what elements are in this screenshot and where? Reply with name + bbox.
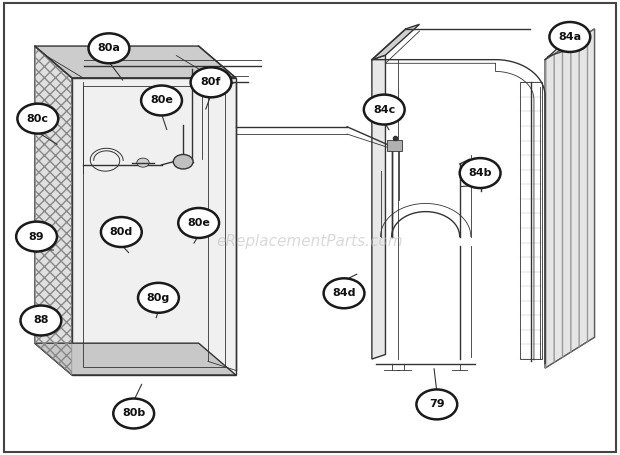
Text: 84b: 84b: [468, 168, 492, 178]
Circle shape: [141, 86, 182, 116]
Polygon shape: [372, 24, 420, 60]
Circle shape: [173, 154, 193, 169]
Circle shape: [17, 104, 58, 134]
Text: 89: 89: [29, 232, 45, 242]
Circle shape: [16, 222, 57, 252]
Circle shape: [137, 158, 149, 167]
Circle shape: [101, 217, 142, 247]
Text: 80b: 80b: [122, 409, 145, 419]
Text: eReplacementParts.com: eReplacementParts.com: [216, 233, 404, 248]
Text: 84a: 84a: [558, 32, 582, 42]
Text: 80a: 80a: [97, 43, 120, 53]
Circle shape: [364, 95, 405, 125]
Circle shape: [417, 389, 457, 420]
Circle shape: [20, 305, 61, 335]
Circle shape: [549, 22, 590, 52]
FancyBboxPatch shape: [388, 141, 402, 152]
Polygon shape: [35, 46, 236, 78]
Text: 84c: 84c: [373, 105, 396, 115]
Polygon shape: [372, 55, 386, 359]
Text: 80e: 80e: [187, 218, 210, 228]
Circle shape: [324, 278, 365, 308]
Text: 80c: 80c: [27, 114, 49, 124]
Polygon shape: [545, 29, 595, 368]
Polygon shape: [35, 46, 72, 375]
Text: 80d: 80d: [110, 227, 133, 237]
Text: 80g: 80g: [147, 293, 170, 303]
Polygon shape: [35, 343, 236, 375]
Circle shape: [89, 33, 130, 63]
Text: 80e: 80e: [150, 96, 173, 106]
Text: 79: 79: [429, 399, 445, 410]
Text: 80f: 80f: [201, 77, 221, 87]
Circle shape: [190, 67, 231, 97]
Circle shape: [178, 208, 219, 238]
Text: 84d: 84d: [332, 288, 356, 298]
Circle shape: [459, 158, 500, 188]
Text: 88: 88: [33, 315, 48, 325]
Circle shape: [113, 399, 154, 429]
Circle shape: [138, 283, 179, 313]
Polygon shape: [72, 78, 236, 375]
